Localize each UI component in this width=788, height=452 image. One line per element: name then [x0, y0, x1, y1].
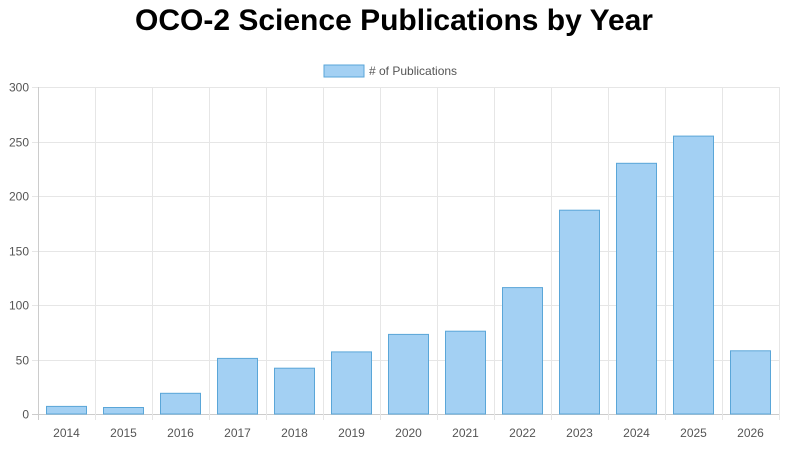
- x-tick-label: 2024: [623, 426, 650, 440]
- bar-2024[interactable]: [616, 162, 657, 415]
- x-tick-label: 2023: [566, 426, 593, 440]
- x-tick-label: 2016: [167, 426, 194, 440]
- x-tick-label: 2019: [338, 426, 365, 440]
- bar-2023[interactable]: [559, 209, 600, 415]
- chart-title: OCO-2 Science Publications by Year: [135, 4, 653, 37]
- x-tick-label: 2020: [395, 426, 422, 440]
- x-tick-label: 2021: [452, 426, 479, 440]
- y-tick-label: 150: [9, 245, 29, 259]
- bar-2014[interactable]: [46, 405, 87, 415]
- x-tick-label: 2022: [509, 426, 536, 440]
- x-tick-label: 2017: [224, 426, 251, 440]
- legend-label[interactable]: # of Publications: [369, 64, 457, 78]
- x-tick-label: 2015: [110, 426, 137, 440]
- x-tick-label: 2018: [281, 426, 308, 440]
- legend-swatch[interactable]: [323, 64, 365, 78]
- y-tick-label: 0: [22, 408, 29, 422]
- x-tick-label: 2014: [53, 426, 80, 440]
- bars: [46, 135, 771, 415]
- bar-2026[interactable]: [730, 350, 771, 415]
- y-tick-label: 250: [9, 136, 29, 150]
- bar-2025[interactable]: [673, 135, 714, 415]
- y-tick-label: 50: [16, 354, 30, 368]
- x-tick-label: 2026: [737, 426, 764, 440]
- bar-2021[interactable]: [445, 330, 486, 415]
- bar-2020[interactable]: [388, 333, 429, 415]
- y-tick-label: 100: [9, 299, 29, 313]
- bar-2017[interactable]: [217, 357, 258, 415]
- bar-2022[interactable]: [502, 287, 543, 415]
- bar-2016[interactable]: [160, 392, 201, 415]
- y-tick-label: 300: [9, 81, 29, 95]
- axes: 0 50 100 150 200 250 300 2014 2015 2016 2017 2018 20…: [9, 81, 764, 441]
- x-tick-label: 2025: [680, 426, 707, 440]
- gridlines: [32, 87, 780, 420]
- bar-2018[interactable]: [274, 367, 315, 415]
- bar-2015[interactable]: [103, 407, 144, 415]
- y-tick-label: 200: [9, 190, 29, 204]
- bar-2019[interactable]: [331, 351, 372, 415]
- legend[interactable]: # of Publications: [323, 64, 457, 78]
